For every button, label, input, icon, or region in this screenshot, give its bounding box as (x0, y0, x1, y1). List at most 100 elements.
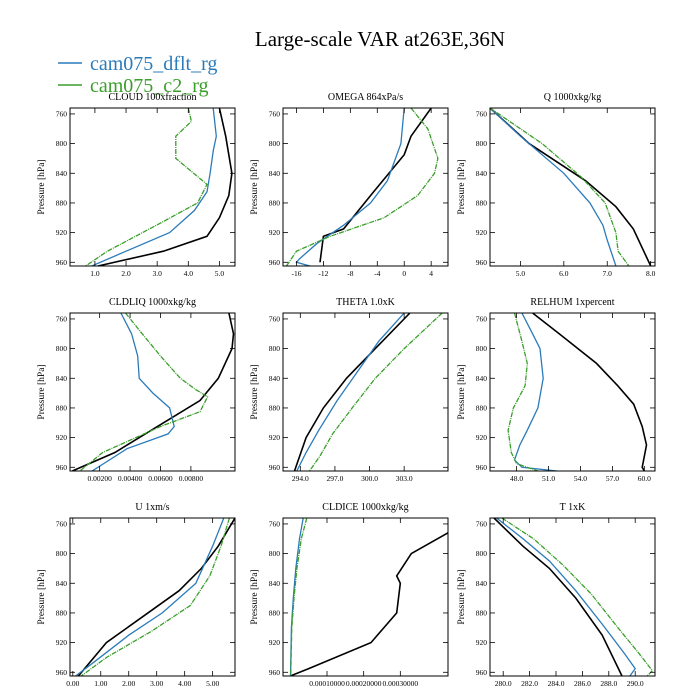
x-tick-label: 0.00020000 (346, 679, 382, 688)
series-line-1 (75, 518, 225, 676)
panel-3: CLDLIQ 1000xkg/kg Pressure [hPa] 760 800 840… (37, 297, 236, 483)
x-tick-label: 0.00200 (87, 474, 112, 483)
x-tick-label: 3.0 (152, 269, 162, 278)
panel-7: CLDICE 1000xkg/kg Pressure [hPa] 760 800 840… (250, 502, 449, 688)
x-tick-label: 0.00030000 (383, 679, 419, 688)
series-line-1 (496, 518, 636, 676)
plot-frame (69, 107, 236, 267)
panel-6: U 1xm/s Pressure [hPa] 760 800 840 880 920 960 0… (37, 502, 236, 688)
y-axis-label: Pressure [hPa] (457, 569, 467, 624)
x-tick-label: 4.00 (178, 679, 191, 688)
y-tick-label: 880 (269, 609, 281, 618)
x-tick-label: 60.0 (638, 474, 651, 483)
y-tick-label: 920 (476, 228, 488, 237)
series-line-1 (91, 108, 217, 266)
x-tick-label: 8.0 (646, 269, 656, 278)
y-tick-label: 920 (269, 228, 281, 237)
x-tick-label: 300.0 (361, 474, 378, 483)
panel-title: THETA 1.0xK (336, 297, 395, 308)
plot-frame (489, 312, 656, 472)
x-tick-label: 5.0 (215, 269, 225, 278)
y-axis-label: Pressure [hPa] (37, 364, 47, 419)
plot-frame (69, 517, 236, 677)
x-tick-label: -12 (318, 269, 328, 278)
y-axis-label: Pressure [hPa] (37, 569, 47, 624)
x-tick-label: 280.0 (495, 679, 512, 688)
y-tick-label: 800 (476, 549, 488, 558)
x-tick-label: 4.0 (184, 269, 194, 278)
y-tick-label: 760 (269, 110, 281, 119)
x-tick-label: 7.0 (603, 269, 613, 278)
plot-frame (282, 312, 449, 472)
series-line-0 (490, 108, 652, 266)
y-tick-label: 880 (56, 404, 68, 413)
series-line-0 (532, 313, 648, 471)
series-line-2 (501, 518, 654, 676)
y-tick-label: 840 (476, 579, 488, 588)
y-tick-label: 760 (56, 110, 68, 119)
series-line-0 (290, 532, 448, 676)
series-line-2 (490, 108, 630, 266)
x-tick-label: 54.0 (574, 474, 587, 483)
series-line-1 (490, 108, 617, 266)
y-tick-label: 960 (269, 463, 281, 472)
y-axis-label: Pressure [hPa] (457, 159, 467, 214)
x-tick-label: 284.0 (548, 679, 565, 688)
panel-2: Q 1000xkg/kg Pressure [hPa] 760 800 840 880 92… (457, 92, 656, 278)
series-line-1 (289, 518, 304, 676)
x-tick-label: 0.00800 (179, 474, 204, 483)
panel-0: CLOUD 100xfraction Pressure [hPa] 760 800 84… (37, 92, 236, 278)
x-tick-label: -4 (374, 269, 380, 278)
x-tick-label: -8 (347, 269, 353, 278)
y-tick-label: 960 (56, 668, 68, 677)
x-tick-label: 3.00 (150, 679, 163, 688)
y-tick-label: 880 (56, 609, 68, 618)
y-tick-label: 960 (56, 258, 68, 267)
series-line-0 (97, 108, 233, 266)
y-tick-label: 920 (56, 433, 68, 442)
series-line-2 (79, 313, 209, 471)
series-line-0 (77, 518, 235, 676)
series-line-0 (493, 518, 623, 676)
y-tick-label: 960 (476, 258, 488, 267)
x-tick-label: 0.00010000 (309, 679, 345, 688)
y-tick-label: 840 (269, 169, 281, 178)
y-tick-label: 840 (269, 579, 281, 588)
x-tick-label: 48.0 (510, 474, 523, 483)
y-tick-label: 760 (476, 520, 488, 529)
panel-5: RELHUM 1xpercent Pressure [hPa] 760 800 840 8… (457, 297, 656, 483)
y-axis-label: Pressure [hPa] (250, 364, 260, 419)
series-line-0 (319, 108, 432, 263)
x-tick-label: 2.00 (122, 679, 135, 688)
panel-title: T 1xK (560, 502, 586, 513)
y-tick-label: 760 (476, 315, 488, 324)
y-tick-label: 920 (269, 433, 281, 442)
y-tick-label: 840 (269, 374, 281, 383)
x-tick-label: 282.0 (521, 679, 538, 688)
y-tick-label: 800 (476, 344, 488, 353)
series-line-0 (293, 313, 411, 471)
y-tick-label: 800 (56, 139, 68, 148)
plot-frame (282, 517, 449, 677)
y-tick-label: 800 (476, 139, 488, 148)
x-tick-label: 0.00600 (148, 474, 173, 483)
y-tick-label: 960 (476, 463, 488, 472)
y-tick-label: 880 (476, 199, 488, 208)
x-tick-label: 0.00400 (118, 474, 143, 483)
panel-8: T 1xK Pressure [hPa] 760 800 840 880 920 960 280… (457, 502, 656, 688)
plot-frame (282, 107, 449, 267)
y-tick-label: 760 (269, 315, 281, 324)
x-tick-label: 57.0 (606, 474, 619, 483)
y-tick-label: 800 (269, 549, 281, 558)
y-tick-label: 800 (269, 344, 281, 353)
x-tick-label: 0 (402, 269, 406, 278)
y-tick-label: 920 (269, 638, 281, 647)
y-axis-label: Pressure [hPa] (250, 159, 260, 214)
x-tick-label: 294.0 (292, 474, 309, 483)
y-tick-label: 760 (56, 315, 68, 324)
y-tick-label: 880 (269, 404, 281, 413)
x-tick-label: 1.00 (94, 679, 107, 688)
figure-title: Large-scale VAR at263E,36N (255, 27, 505, 51)
legend-label-dflt: cam075_dflt_rg (90, 53, 217, 75)
